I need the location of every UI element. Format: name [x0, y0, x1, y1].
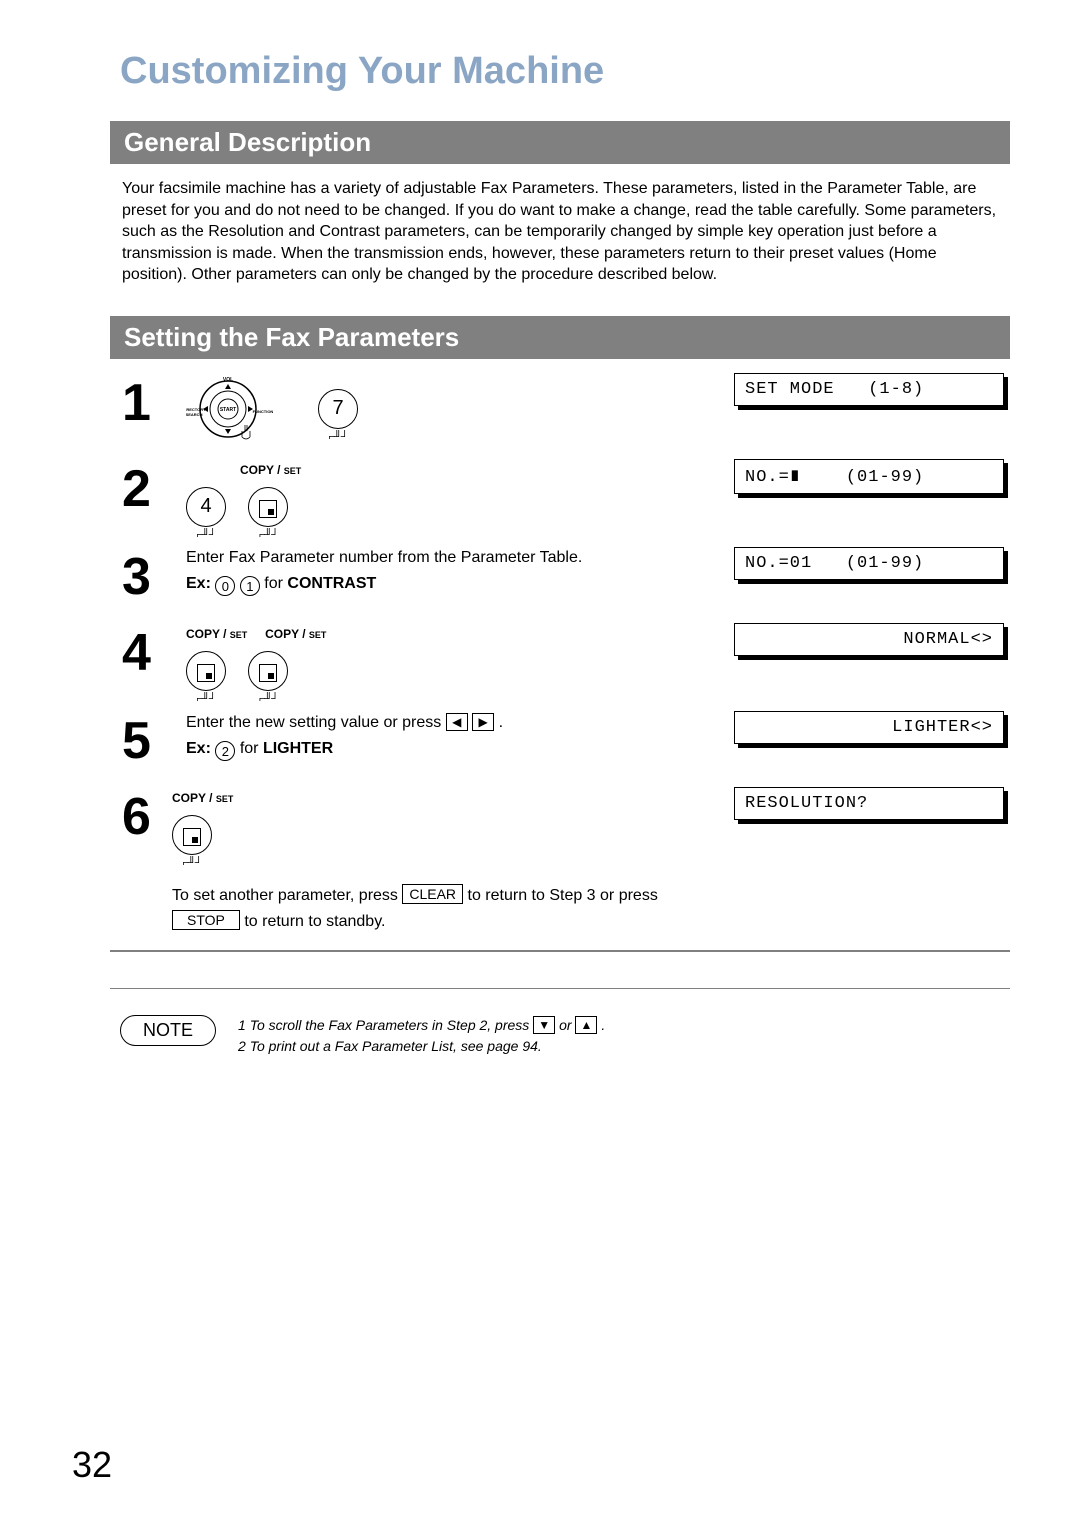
- press-icon: ⌐╜┘: [196, 693, 215, 705]
- press-icon: ⌐╜┘: [259, 529, 278, 541]
- step-number: 3: [122, 547, 186, 603]
- svg-text:SEARCH: SEARCH: [186, 412, 203, 417]
- ex-label: Ex:: [186, 740, 211, 757]
- key-set: ⌐╜┘: [172, 811, 212, 869]
- lcd-display: SET MODE (1-8): [734, 373, 1004, 406]
- step-content: COPY / SET ⌐╜┘ To set another parameter,…: [172, 787, 734, 934]
- key-set: ⌐╜┘: [248, 483, 288, 541]
- note1-a: 1 To scroll the Fax Parameters in Step 2…: [238, 1017, 533, 1033]
- step-number: 5: [122, 711, 186, 767]
- key-set: ⌐╜┘: [248, 647, 288, 705]
- copy-set-label: COPY / SET: [186, 627, 247, 641]
- press-icon: ⌐╜┘: [328, 431, 347, 443]
- left-arrow-key: ◀: [446, 713, 468, 731]
- copy-set-label: COPY / SET: [172, 791, 233, 805]
- lcd-display: LIGHTER<>: [734, 711, 1004, 744]
- steps-list: 1 START VOL DIRECTORY SEARCH FUNCTION: [122, 373, 1004, 934]
- note1-c: .: [601, 1017, 605, 1033]
- note-badge: NOTE: [120, 1015, 216, 1046]
- contrast-label: CONTRAST: [287, 575, 376, 592]
- digit-inline: 0: [215, 576, 235, 596]
- step-number: 6: [122, 787, 172, 843]
- step-content: COPY / SET COPY / SET ⌐╜┘ ⌐╜┘: [186, 623, 734, 705]
- step-row: 4 COPY / SET COPY / SET ⌐╜┘ ⌐╜┘ NORMAL<>: [122, 623, 1004, 705]
- lcd-display: RESOLUTION?: [734, 787, 1004, 820]
- lighter-label: LIGHTER: [263, 740, 333, 757]
- step-row: 5 Enter the new setting value or press ◀…: [122, 711, 1004, 781]
- step-number: 2: [122, 459, 186, 515]
- step6-text-b: to return to Step 3 or press: [468, 887, 658, 904]
- for-label: for: [264, 575, 287, 592]
- step-content: Enter Fax Parameter number from the Para…: [186, 547, 734, 617]
- note-block: NOTE 1 To scroll the Fax Parameters in S…: [120, 1015, 1010, 1057]
- step-row: 6 COPY / SET ⌐╜┘ To set another paramete…: [122, 787, 1004, 934]
- down-arrow-key: ▼: [533, 1016, 555, 1034]
- set-key: [248, 487, 288, 527]
- for-label: for: [240, 740, 263, 757]
- svg-text:START: START: [220, 407, 236, 413]
- ex-label: Ex:: [186, 575, 211, 592]
- copy-set-label: COPY / SET: [265, 627, 326, 641]
- step6-text-a: To set another parameter, press: [172, 887, 402, 904]
- svg-text:FUNCTION: FUNCTION: [253, 409, 274, 414]
- svg-text:VOL: VOL: [223, 377, 233, 383]
- copy-set-label: COPY / SET: [240, 463, 301, 477]
- digit-inline: 2: [215, 741, 235, 761]
- set-key: [248, 651, 288, 691]
- right-arrow-key: ▶: [472, 713, 494, 731]
- divider: [110, 950, 1010, 952]
- step-content: START VOL DIRECTORY SEARCH FUNCTION 7: [186, 373, 734, 453]
- stop-key: STOP: [172, 910, 240, 930]
- lcd-display: NORMAL<>: [734, 623, 1004, 656]
- general-description-body: Your facsimile machine has a variety of …: [122, 178, 1000, 286]
- clear-key: CLEAR: [402, 884, 463, 904]
- section-heading-general: General Description: [110, 121, 1010, 164]
- step-number: 1: [122, 373, 186, 429]
- step5-text: Enter the new setting value or press: [186, 714, 446, 731]
- step-content: Enter the new setting value or press ◀ ▶…: [186, 711, 734, 781]
- note2: 2 To print out a Fax Parameter List, see…: [238, 1036, 605, 1057]
- note-text: 1 To scroll the Fax Parameters in Step 2…: [238, 1015, 605, 1057]
- step-row: 3 Enter Fax Parameter number from the Pa…: [122, 547, 1004, 617]
- digit-inline: 1: [240, 576, 260, 596]
- set-key: [172, 815, 212, 855]
- press-icon: ⌐╜┘: [183, 857, 202, 869]
- lcd-display: NO.=∎ (01-99): [734, 459, 1004, 494]
- step-row: 2 COPY / SET 4 ⌐╜┘ ⌐╜┘ NO.=∎ (01-99): [122, 459, 1004, 541]
- key-7: 7 ⌐╜┘: [318, 385, 358, 443]
- digit-key: 4: [186, 487, 226, 527]
- lcd-display: NO.=01 (01-99): [734, 547, 1004, 580]
- nav-dial-icon: START VOL DIRECTORY SEARCH FUNCTION: [186, 375, 296, 453]
- page-number: 32: [72, 1444, 112, 1486]
- up-arrow-key: ▲: [575, 1016, 597, 1034]
- step3-text: Enter Fax Parameter number from the Para…: [186, 549, 722, 567]
- step-row: 1 START VOL DIRECTORY SEARCH FUNCTION: [122, 373, 1004, 453]
- key-4: 4 ⌐╜┘: [186, 483, 226, 541]
- divider-thin: [110, 988, 1010, 989]
- step-content: COPY / SET 4 ⌐╜┘ ⌐╜┘: [186, 459, 734, 541]
- set-key: [186, 651, 226, 691]
- key-set: ⌐╜┘: [186, 647, 226, 705]
- page-title: Customizing Your Machine: [120, 50, 1010, 93]
- step-number: 4: [122, 623, 186, 679]
- note1-b: or: [559, 1017, 575, 1033]
- press-icon: ⌐╜┘: [259, 693, 278, 705]
- step6-text-c: to return to standby.: [244, 913, 385, 930]
- digit-key: 7: [318, 389, 358, 429]
- press-icon: ⌐╜┘: [196, 529, 215, 541]
- section-heading-setting: Setting the Fax Parameters: [110, 316, 1010, 359]
